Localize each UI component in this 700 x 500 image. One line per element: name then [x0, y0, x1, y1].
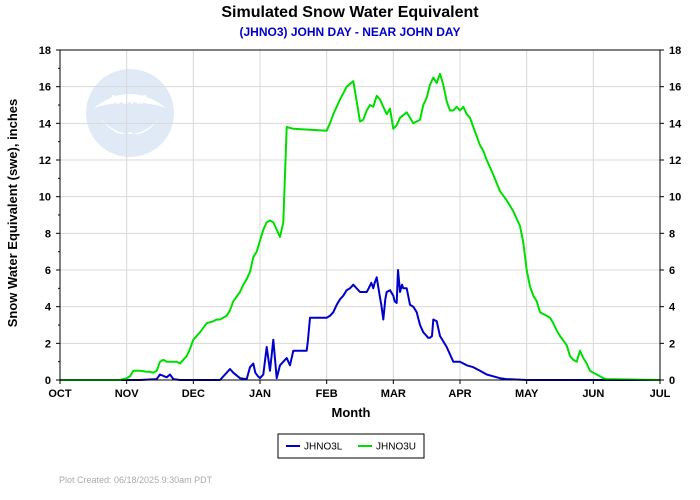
- x-tick-label-jul: JUL: [650, 388, 671, 400]
- y-tick-label-left: 14: [39, 118, 52, 130]
- chart-title: Simulated Snow Water Equivalent: [221, 4, 479, 21]
- legend-label-jhno3u: JHNO3U: [376, 442, 416, 453]
- y-tick-label-right: 10: [669, 192, 681, 204]
- y-tick-label-left: 6: [45, 265, 51, 277]
- y-tick-label-left: 0: [45, 375, 51, 387]
- x-tick-label-mar: MAR: [381, 388, 406, 400]
- series-line-jhno3l: [60, 269, 660, 381]
- y-tick-label-right: 4: [669, 302, 676, 314]
- x-tick-label-feb: FEB: [316, 388, 338, 400]
- y-tick-label-left: 18: [39, 45, 51, 57]
- legend-box: [277, 433, 425, 459]
- y-tick-label-left: 12: [39, 155, 51, 167]
- series-group: [60, 72, 661, 381]
- y-axis-right: 0 2 4 6 8 10 12 14 16 18: [660, 45, 682, 387]
- grid: [60, 50, 660, 380]
- y-tick-label-right: 14: [669, 118, 682, 130]
- plot-created-footer: Plot Created: 06/18/2025 9:30am PDT: [59, 475, 213, 485]
- y-tick-label-right: 6: [669, 265, 675, 277]
- y-axis-left: 0 2 4 6 8 10 12 14 16 18: [39, 45, 60, 387]
- x-tick-label-nov: NOV: [115, 388, 140, 400]
- x-tick-label-oct: OCT: [48, 388, 72, 400]
- chart-subtitle: (JHNO3) JOHN DAY - NEAR JOHN DAY: [240, 25, 461, 39]
- y-tick-label-left: 8: [45, 228, 51, 240]
- y-tick-label-right: 12: [669, 155, 681, 167]
- y-axis-label: Snow Water Equivalent (swe), inches: [5, 99, 20, 328]
- x-tick-label-dec: DEC: [182, 388, 205, 400]
- y-tick-label-left: 2: [45, 338, 51, 350]
- x-axis: OCT NOV DEC JAN FEB MAR APR MAY JUN JUL: [48, 380, 671, 400]
- legend-label-jhno3l: JHNO3L: [304, 442, 343, 453]
- x-tick-label-jun: JUN: [582, 388, 604, 400]
- x-tick-label-may: MAY: [515, 388, 539, 400]
- svg-text:NOAA: NOAA: [111, 92, 150, 107]
- series-line-jhno3u: [60, 72, 661, 381]
- legend: JHNO3L JHNO3U: [277, 433, 425, 459]
- x-tick-label-apr: APR: [448, 388, 471, 400]
- y-tick-label-left: 10: [39, 192, 51, 204]
- y-tick-label-right: 8: [669, 228, 675, 240]
- noaa-logo-icon: NOAA: [86, 69, 174, 157]
- y-tick-label-left: 16: [39, 82, 51, 94]
- y-tick-label-right: 2: [669, 338, 675, 350]
- y-tick-label-left: 4: [45, 302, 52, 314]
- x-tick-label-jan: JAN: [249, 388, 271, 400]
- x-axis-label: Month: [332, 405, 371, 420]
- y-tick-label-right: 16: [669, 82, 681, 94]
- y-tick-label-right: 18: [669, 45, 681, 57]
- y-tick-label-right: 0: [669, 375, 675, 387]
